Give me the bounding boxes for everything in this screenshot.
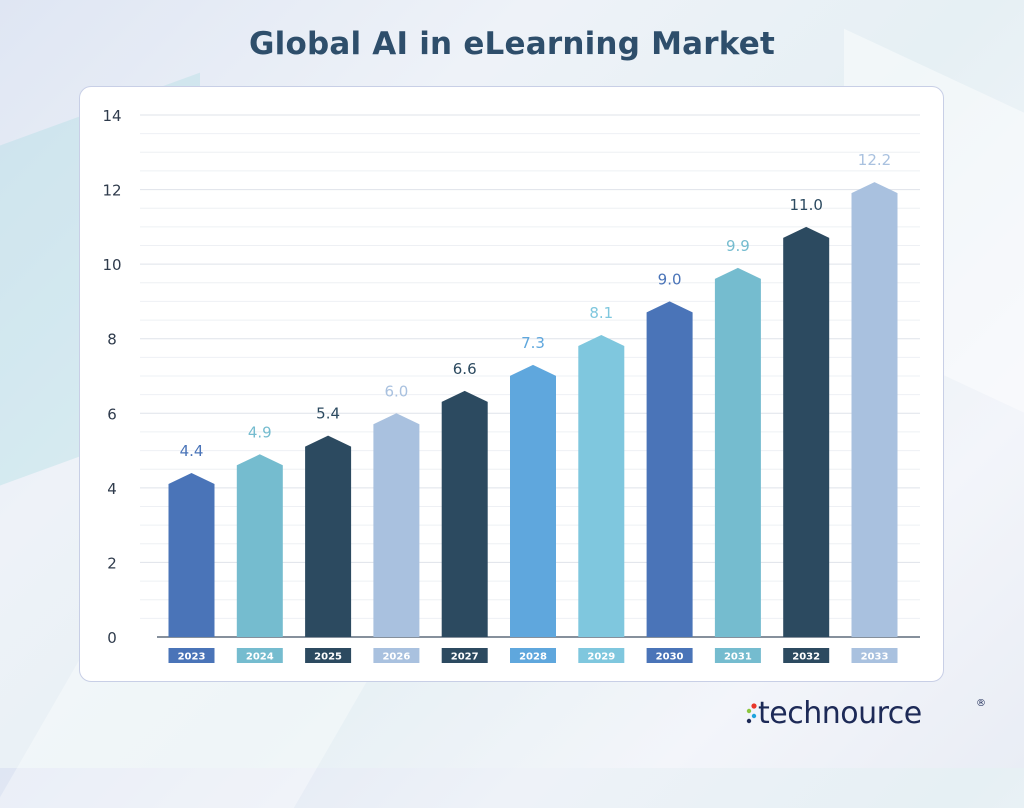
x-tick-label: 2024 xyxy=(246,652,274,663)
x-tick-label: 2025 xyxy=(314,652,342,663)
bar xyxy=(305,435,352,637)
chart-title: Global AI in eLearning Market xyxy=(249,26,775,62)
x-tick-label: 2028 xyxy=(519,652,547,663)
bar xyxy=(441,390,488,637)
x-tick-label: 2032 xyxy=(792,652,820,663)
bar xyxy=(783,226,830,637)
bar xyxy=(714,267,761,637)
category-pill xyxy=(510,648,556,663)
x-tick-label: 2033 xyxy=(861,652,889,663)
category-pill xyxy=(168,648,215,663)
y-tick-label: 6 xyxy=(107,405,117,423)
x-tick-label: 2031 xyxy=(724,652,752,663)
bar-chart: 0 2 4 6 8 10 12 14 4.4 2023 4.9 2024 5.4 2025 6.0 2026 6… xyxy=(102,107,920,663)
bar-value-label: 12.2 xyxy=(858,151,891,169)
x-tick-label: 2026 xyxy=(382,652,410,663)
x-tick-label: 2023 xyxy=(178,652,206,663)
y-tick-label: 2 xyxy=(107,554,117,572)
bar-value-label: 4.4 xyxy=(180,442,204,460)
logo-wordmark: technource xyxy=(758,696,922,731)
category-pill xyxy=(646,648,693,663)
bar-value-label: 6.6 xyxy=(453,360,477,378)
y-tick-label: 14 xyxy=(102,107,121,125)
bar xyxy=(373,413,420,637)
category-pill xyxy=(236,648,283,663)
bar xyxy=(646,301,693,637)
x-tick-label: 2029 xyxy=(587,652,615,663)
bar-value-label: 9.9 xyxy=(726,237,750,255)
y-tick-label: 0 xyxy=(107,629,117,647)
y-tick-label: 4 xyxy=(107,480,117,498)
bar xyxy=(510,364,556,637)
category-pill xyxy=(714,648,761,663)
logo-dots-icon xyxy=(746,703,757,724)
x-tick-label: 2030 xyxy=(656,652,684,663)
technource-logo: technource ® xyxy=(744,696,994,736)
x-tick-label: 2027 xyxy=(451,652,479,663)
category-pill xyxy=(851,648,898,663)
bar-value-label: 4.9 xyxy=(248,423,272,441)
bar xyxy=(236,454,283,637)
bar-value-label: 6.0 xyxy=(384,382,408,400)
bar xyxy=(851,182,898,637)
bar-value-label: 7.3 xyxy=(521,334,545,352)
y-tick-label: 12 xyxy=(102,182,121,200)
bar-value-label: 11.0 xyxy=(789,196,822,214)
category-pill xyxy=(441,648,488,663)
bar-value-label: 9.0 xyxy=(658,270,682,288)
category-pill xyxy=(783,648,830,663)
y-tick-label: 10 xyxy=(102,256,121,274)
bar xyxy=(578,334,625,637)
bar-value-label: 5.4 xyxy=(316,405,340,423)
bar-value-label: 8.1 xyxy=(589,304,613,322)
bar xyxy=(168,472,215,637)
registered-mark: ® xyxy=(976,698,986,709)
category-pill xyxy=(373,648,420,663)
category-pill xyxy=(578,648,625,663)
y-tick-label: 8 xyxy=(107,331,117,349)
category-pill xyxy=(305,648,352,663)
